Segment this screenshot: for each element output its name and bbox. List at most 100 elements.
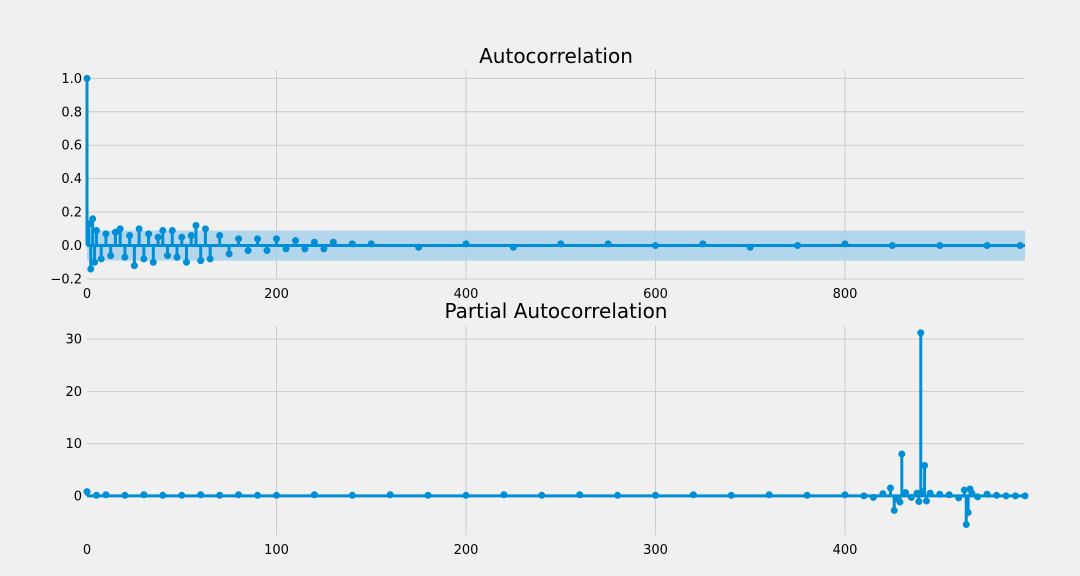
pacf-point xyxy=(964,509,972,517)
acf-point xyxy=(415,243,423,251)
acf-y-tick-label: 0.8 xyxy=(61,105,82,120)
pacf-y-tick-label: 0 xyxy=(74,489,82,504)
acf-y-tick-label: −0.2 xyxy=(50,273,82,288)
pacf-point xyxy=(902,489,910,497)
pacf-title: Partial Autocorrelation xyxy=(445,299,668,323)
pacf-point xyxy=(968,489,976,497)
acf-point xyxy=(159,227,167,235)
pacf-point xyxy=(879,490,887,498)
pacf-point xyxy=(576,491,584,499)
acf-point xyxy=(154,233,162,241)
acf-point xyxy=(462,240,470,248)
acf-point xyxy=(85,220,93,228)
acf-point xyxy=(651,242,659,250)
pacf-point xyxy=(860,492,868,500)
acf-point xyxy=(97,255,105,263)
pacf-point xyxy=(955,494,963,502)
acf-point xyxy=(121,253,129,261)
acf-y-tick-label: 0.0 xyxy=(61,239,82,254)
pacf-point xyxy=(140,491,148,499)
pacf-point xyxy=(235,491,243,499)
pacf-point xyxy=(1002,492,1010,500)
pacf-point xyxy=(197,491,205,499)
pacf-point xyxy=(121,491,129,499)
acf-x-tick-label: 800 xyxy=(833,287,858,302)
pacf-point xyxy=(1012,492,1020,500)
pacf-point xyxy=(614,491,622,499)
acf-point xyxy=(192,221,200,229)
acf-point xyxy=(135,225,143,233)
acf-y-tick-label: 0.4 xyxy=(61,172,82,187)
acf-point xyxy=(187,232,195,240)
acf-point xyxy=(87,265,95,273)
pacf-point xyxy=(922,497,930,505)
pacf-x-tick-label: 100 xyxy=(264,543,289,558)
acf-point xyxy=(509,243,517,251)
pacf-point xyxy=(651,491,659,499)
acf-point xyxy=(197,257,205,265)
pacf-x-tick-label: 200 xyxy=(454,543,479,558)
pacf-point xyxy=(926,489,934,497)
acf-point xyxy=(367,240,375,248)
pacf-point xyxy=(272,491,280,499)
acf-point xyxy=(140,255,148,263)
acf-point xyxy=(116,225,124,233)
acf-point xyxy=(291,237,299,245)
acf-point xyxy=(164,252,172,260)
pacf-point xyxy=(386,491,394,499)
pacf-point xyxy=(921,462,929,470)
acf-point xyxy=(272,235,280,243)
acf-point xyxy=(329,238,337,246)
acf-point xyxy=(348,240,356,248)
pacf-point xyxy=(803,491,811,499)
pacf-point xyxy=(216,491,224,499)
acf-x-tick-label: 600 xyxy=(643,287,668,302)
pacf-point xyxy=(254,491,262,499)
pacf-point xyxy=(993,491,1001,499)
acf-point xyxy=(91,258,99,266)
pacf-point xyxy=(896,498,904,506)
pacf-point xyxy=(962,521,970,529)
acf-point xyxy=(746,243,754,251)
acf-x-tick-label: 0 xyxy=(83,287,91,302)
acf-point xyxy=(107,252,115,260)
pacf-x-tick-label: 0 xyxy=(83,543,91,558)
pacf-point xyxy=(689,491,697,499)
pacf-point xyxy=(83,488,91,496)
pacf-point xyxy=(917,329,925,337)
acf-y-tick-label: 0.6 xyxy=(61,139,82,154)
pacf-point xyxy=(907,493,915,501)
pacf-plot: 0 100 200 300 400 0 10 20 30 Partial Autocorrelat… xyxy=(65,299,1029,558)
pacf-x-tick-label: 400 xyxy=(833,543,858,558)
acf-point xyxy=(225,250,233,258)
pacf-point xyxy=(915,498,923,506)
acf-point xyxy=(888,242,896,250)
acf-point xyxy=(310,238,318,246)
acf-point xyxy=(201,225,209,233)
pacf-point xyxy=(869,493,877,501)
acf-point xyxy=(182,258,190,266)
pacf-point xyxy=(500,491,508,499)
pacf-series xyxy=(83,329,1029,529)
acf-plot: 0 200 400 600 800 −0.2 0.0 0.2 0.4 0.6 0.8 1.0 Autoc… xyxy=(50,44,1025,302)
acf-point xyxy=(126,232,134,240)
pacf-point xyxy=(945,491,953,499)
acf-point xyxy=(699,240,707,248)
pacf-point xyxy=(92,491,100,499)
pacf-point xyxy=(159,491,167,499)
acf-point xyxy=(254,235,262,243)
acf-point xyxy=(149,258,157,266)
acf-x-tick-label: 400 xyxy=(454,287,479,302)
acf-point xyxy=(841,240,849,248)
acf-y-tick-label: 0.2 xyxy=(61,206,82,221)
pacf-point xyxy=(886,484,894,492)
acf-y-tick-label: 1.0 xyxy=(61,72,82,87)
pacf-point xyxy=(727,491,735,499)
acf-point xyxy=(178,233,186,241)
pacf-point xyxy=(983,490,991,498)
pacf-point xyxy=(538,491,546,499)
pacf-point xyxy=(178,491,186,499)
pacf-point xyxy=(1021,492,1029,500)
